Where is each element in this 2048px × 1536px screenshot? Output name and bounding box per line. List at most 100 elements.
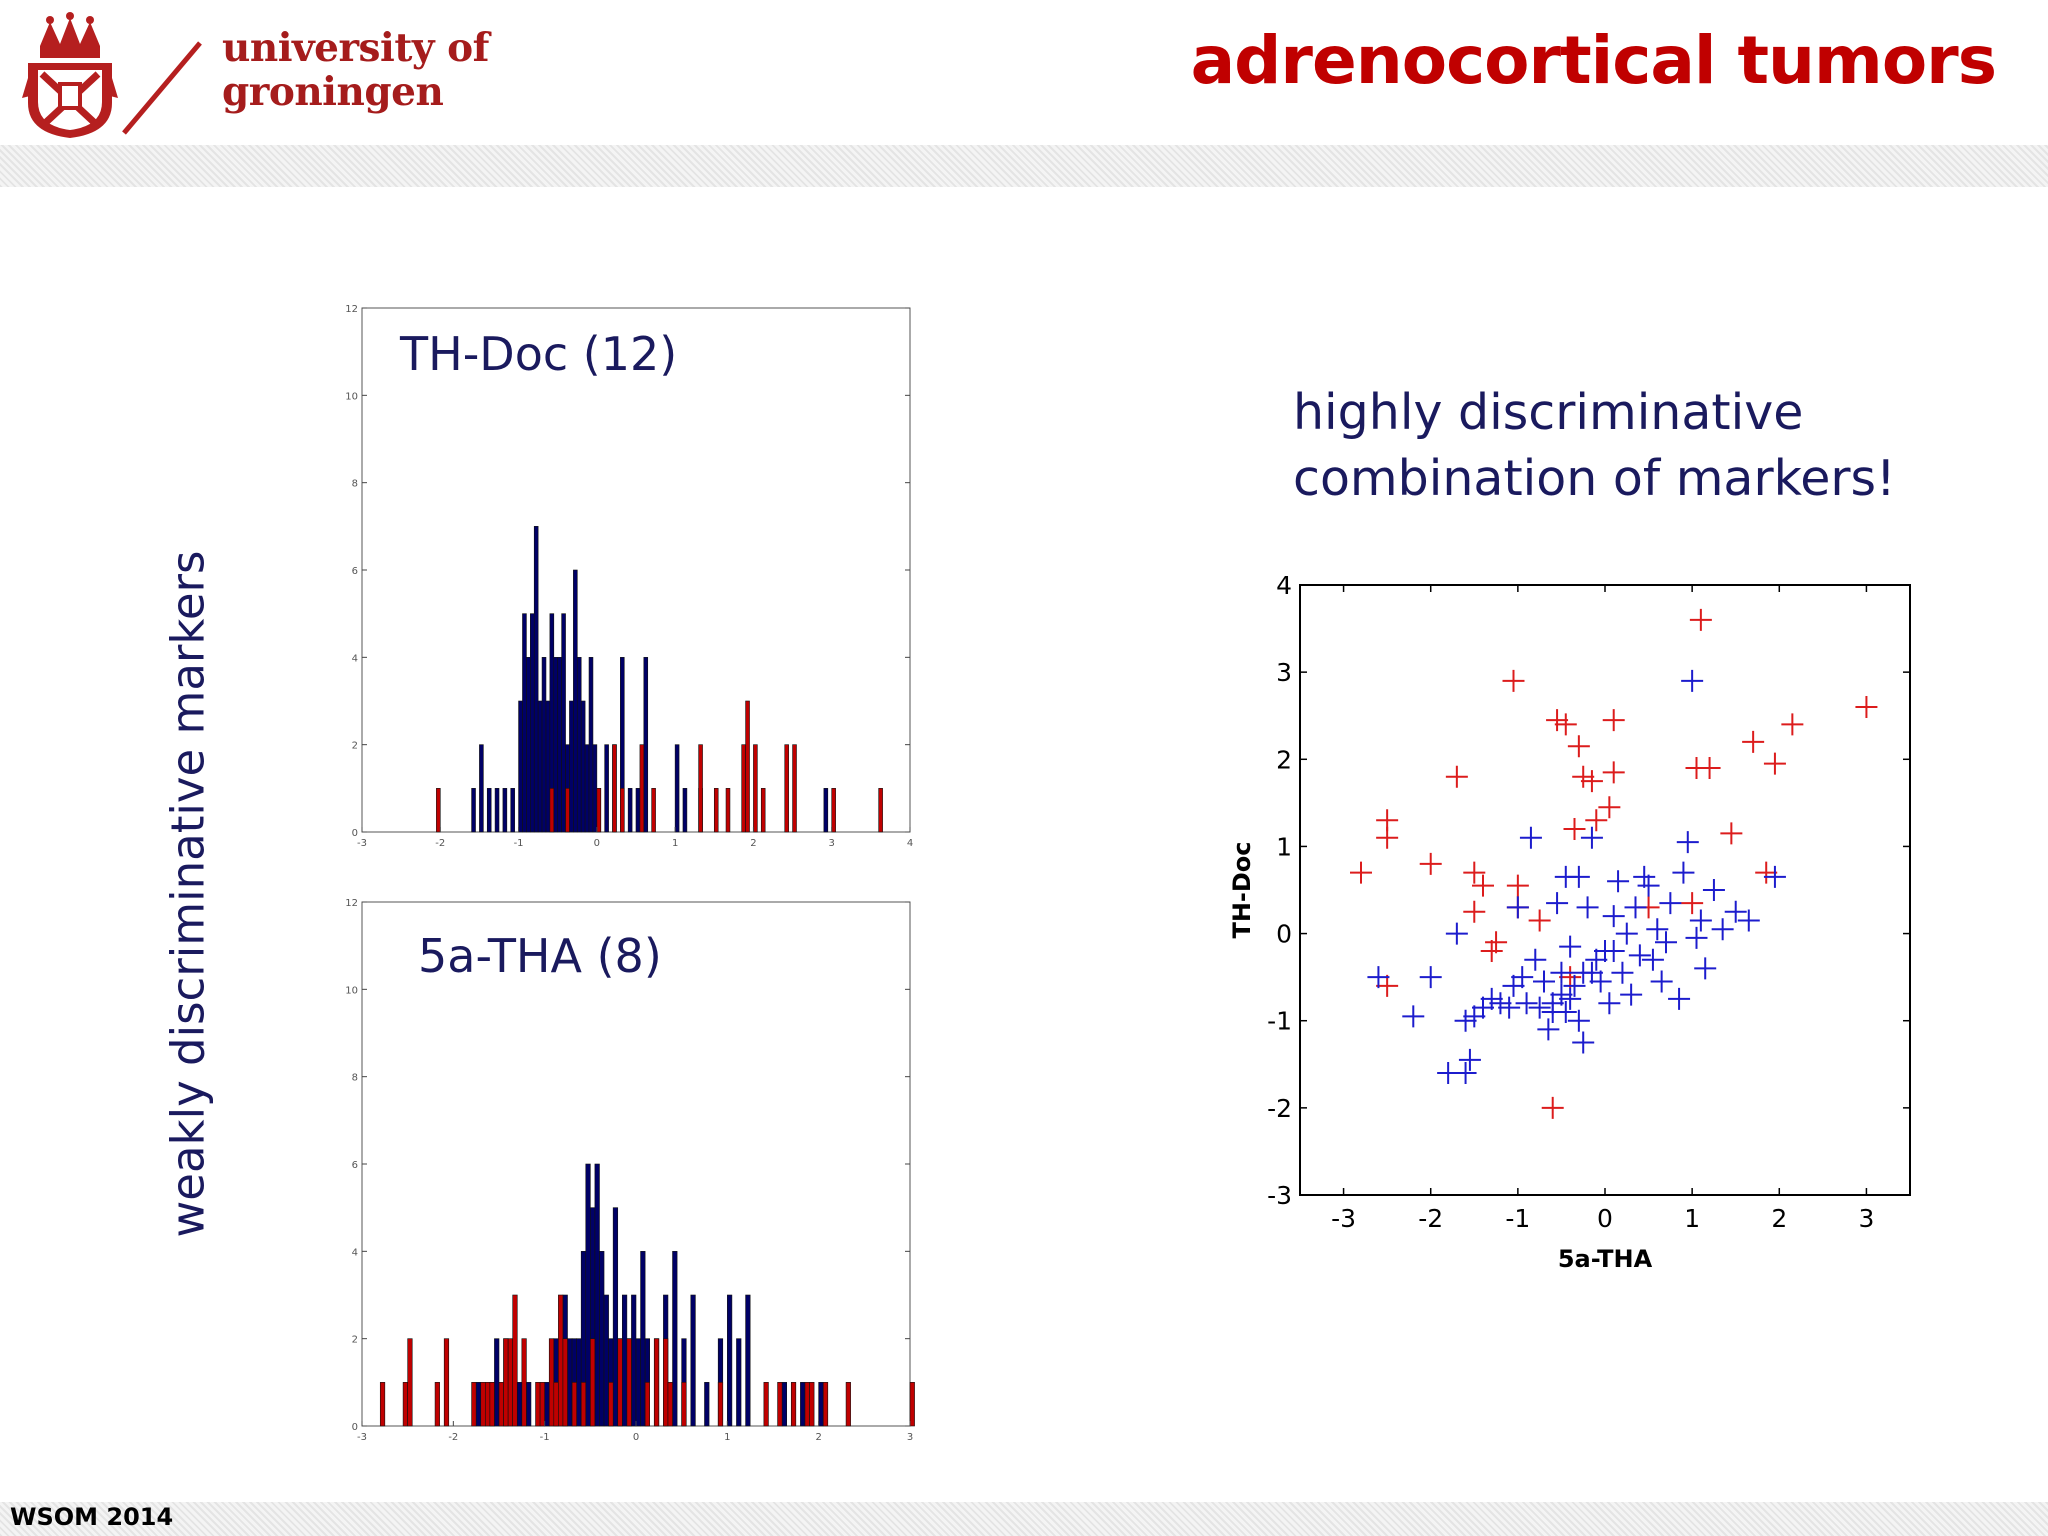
bar xyxy=(640,1251,646,1427)
bar xyxy=(626,1338,632,1427)
data-point xyxy=(1646,918,1669,941)
data-point xyxy=(1650,970,1673,993)
data-point xyxy=(1554,1001,1577,1023)
data-point xyxy=(1637,874,1660,897)
histogram-title: 5a-THA (8) xyxy=(418,929,662,983)
bar xyxy=(486,788,492,833)
bar xyxy=(736,1338,742,1427)
x-tick-label: -1 xyxy=(540,1432,550,1443)
y-tick-label: 2 xyxy=(352,1335,358,1346)
y-tick-label: -2 xyxy=(1267,1094,1292,1123)
bar xyxy=(503,1338,509,1427)
bar xyxy=(584,744,590,833)
data-point xyxy=(1598,992,1621,1015)
bar xyxy=(672,1251,678,1427)
bar xyxy=(878,788,883,833)
data-point xyxy=(1445,765,1468,788)
data-point xyxy=(1602,761,1625,784)
histogram-title: TH-Doc (12) xyxy=(399,327,677,381)
bar xyxy=(507,1338,513,1427)
data-point xyxy=(1620,983,1643,1006)
bar xyxy=(557,657,562,833)
side-label: weakly discriminative markers xyxy=(161,550,215,1238)
data-point xyxy=(1572,961,1595,984)
data-point xyxy=(1580,826,1603,849)
data-point xyxy=(1737,909,1760,932)
bar xyxy=(760,788,766,833)
bar xyxy=(498,1382,504,1427)
bar xyxy=(494,1338,500,1427)
data-point xyxy=(1559,987,1582,1010)
y-axis-label: TH-Doc xyxy=(1228,841,1256,938)
data-point xyxy=(1602,905,1625,928)
data-point xyxy=(1559,935,1582,958)
data-point xyxy=(1641,948,1664,971)
data-point xyxy=(1598,796,1621,819)
bar xyxy=(553,1382,559,1427)
data-point xyxy=(1628,944,1651,967)
x-axis-label: 5a-THA xyxy=(1558,1245,1653,1273)
bar xyxy=(471,1382,477,1427)
bar xyxy=(537,700,543,833)
data-point xyxy=(1698,757,1721,779)
data-point xyxy=(1781,713,1804,736)
x-tick-label: -2 xyxy=(435,838,445,849)
bar xyxy=(475,1382,482,1427)
bar xyxy=(845,1382,851,1427)
data-point xyxy=(1655,931,1677,954)
bar xyxy=(530,613,535,833)
data-point xyxy=(1576,896,1599,919)
bar xyxy=(512,1294,518,1427)
bar xyxy=(831,788,836,833)
y-tick-label: 12 xyxy=(345,898,358,909)
bar xyxy=(745,700,750,833)
logo-line-1: university of xyxy=(222,25,489,71)
data-point xyxy=(1463,1005,1486,1028)
data-point xyxy=(1855,696,1878,718)
bar xyxy=(621,1294,628,1427)
data-point xyxy=(1541,992,1564,1015)
data-point xyxy=(1689,608,1712,631)
data-point xyxy=(1480,940,1503,962)
bar xyxy=(571,1382,577,1427)
bar xyxy=(479,744,484,833)
bar xyxy=(585,1163,591,1427)
logo-line-2: groningen xyxy=(222,69,444,115)
data-point xyxy=(1519,826,1542,849)
x-tick-label: -2 xyxy=(448,1432,458,1443)
data-point xyxy=(1711,918,1734,941)
bar xyxy=(526,657,531,833)
x-tick-label: -1 xyxy=(514,838,524,849)
data-point xyxy=(1376,974,1399,997)
bar xyxy=(592,744,598,833)
data-point xyxy=(1689,909,1712,932)
x-tick-label: 0 xyxy=(1597,1204,1613,1233)
bar xyxy=(573,569,578,833)
data-point xyxy=(1498,996,1521,1019)
bar xyxy=(909,1382,915,1427)
data-point xyxy=(1502,974,1525,997)
bar xyxy=(561,613,566,833)
data-point xyxy=(1567,735,1590,758)
data-point xyxy=(1454,1062,1477,1084)
data-point xyxy=(1602,709,1625,732)
bar xyxy=(599,1251,605,1427)
data-point xyxy=(1742,730,1765,753)
bar xyxy=(635,1338,641,1427)
bar xyxy=(580,1382,587,1427)
bar xyxy=(533,526,539,833)
bar xyxy=(379,1382,386,1427)
data-point xyxy=(1541,1096,1564,1119)
data-point xyxy=(1502,669,1525,692)
bar xyxy=(612,744,617,833)
data-point xyxy=(1585,948,1608,971)
data-point xyxy=(1472,874,1494,897)
data-point xyxy=(1567,1009,1590,1032)
bar xyxy=(407,1338,413,1427)
data-point xyxy=(1611,961,1634,984)
bar xyxy=(521,1338,527,1427)
data-point xyxy=(1763,865,1786,888)
x-tick-label: 0 xyxy=(594,838,600,849)
bar xyxy=(681,1382,687,1427)
data-point xyxy=(1480,987,1503,1010)
